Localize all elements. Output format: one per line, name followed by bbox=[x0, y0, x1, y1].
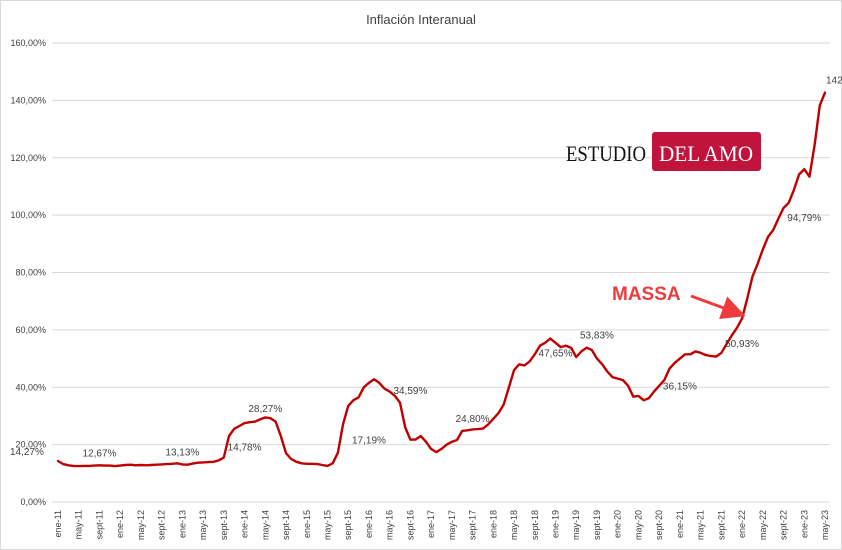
x-tick-label: sept-18 bbox=[530, 510, 540, 540]
y-tick-label: 160,00% bbox=[10, 38, 46, 48]
y-tick-label: 0,00% bbox=[20, 497, 46, 507]
x-tick-label: may-12 bbox=[136, 510, 146, 540]
massa-annotation: MASSA bbox=[612, 284, 746, 320]
data-label: 50,93% bbox=[725, 339, 759, 350]
x-tick-label: ene-21 bbox=[675, 510, 685, 538]
data-label: 17,19% bbox=[352, 436, 386, 447]
inflation-series-line bbox=[56, 91, 827, 468]
x-tick-label: ene-16 bbox=[364, 510, 374, 538]
data-label: 14,78% bbox=[228, 443, 262, 454]
data-label: 13,13% bbox=[165, 447, 199, 458]
x-tick-label: may-14 bbox=[260, 510, 270, 540]
data-label: 12,67% bbox=[82, 449, 116, 460]
x-tick-label: ene-12 bbox=[115, 510, 125, 538]
x-tick-label: sept-15 bbox=[343, 510, 353, 540]
x-tick-label: ene-11 bbox=[53, 510, 63, 537]
x-tick-label: ene-19 bbox=[551, 510, 561, 538]
x-tick-label: ene-13 bbox=[177, 510, 187, 538]
y-tick-label: 80,00% bbox=[15, 268, 46, 278]
logo-text-del-amo: DEL AMO bbox=[659, 141, 753, 166]
data-label: 47,65% bbox=[539, 348, 573, 359]
x-tick-label: ene-14 bbox=[240, 510, 250, 538]
y-tick-label: 40,00% bbox=[15, 382, 46, 392]
y-tick-label: 20,00% bbox=[15, 440, 46, 450]
data-label: 94,79% bbox=[787, 213, 821, 224]
y-axis-ticks: 0,00% 20,00% 40,00% 60,00% 80,00% 100,00% 120,… bbox=[10, 38, 46, 507]
data-labels: 14,27% 12,67% 13,13% 14,78% 28,27% 17,19% 34,5… bbox=[10, 76, 842, 460]
x-tick-label: ene-23 bbox=[799, 510, 809, 538]
x-tick-label: sept-21 bbox=[716, 510, 726, 540]
x-tick-label: sept-11 bbox=[94, 510, 104, 539]
x-tick-label: may-13 bbox=[198, 510, 208, 540]
x-tick-label: sept-23 bbox=[841, 510, 842, 540]
x-tick-label: ene-17 bbox=[426, 510, 436, 538]
data-label: 24,80% bbox=[456, 414, 490, 425]
x-tick-label: may-17 bbox=[447, 510, 457, 540]
x-tick-label: sept-12 bbox=[157, 510, 167, 540]
y-tick-label: 100,00% bbox=[10, 210, 46, 220]
x-tick-label: sept-16 bbox=[405, 510, 415, 540]
data-label: 36,15% bbox=[663, 381, 697, 392]
data-label: 14,27% bbox=[10, 447, 44, 458]
chart-title: Inflación Interanual bbox=[366, 12, 476, 27]
x-tick-label: ene-15 bbox=[302, 510, 312, 538]
x-tick-label: may-19 bbox=[571, 510, 581, 540]
estudio-del-amo-logo: ESTUDIO DEL AMO bbox=[566, 132, 761, 171]
gridlines bbox=[52, 42, 830, 503]
y-tick-label: 120,00% bbox=[10, 153, 46, 163]
x-tick-label: may-16 bbox=[385, 510, 395, 540]
massa-arrow bbox=[690, 294, 746, 320]
x-tick-label: may-22 bbox=[758, 510, 768, 540]
logo-box bbox=[652, 132, 761, 171]
x-tick-label: sept-13 bbox=[219, 510, 229, 540]
x-tick-label: sept-17 bbox=[468, 510, 478, 540]
data-label: 142,66% bbox=[826, 76, 842, 87]
logo-text-estudio: ESTUDIO bbox=[566, 141, 646, 166]
y-tick-label: 140,00% bbox=[10, 95, 46, 105]
data-label: 34,59% bbox=[393, 386, 427, 397]
x-tick-label: may-23 bbox=[820, 510, 830, 540]
x-tick-label: may-11 bbox=[74, 510, 84, 539]
x-tick-label: sept-19 bbox=[592, 510, 602, 540]
x-tick-label: may-20 bbox=[633, 510, 643, 540]
x-tick-label: sept-20 bbox=[654, 510, 664, 540]
massa-label: MASSA bbox=[612, 284, 681, 305]
x-tick-label: ene-18 bbox=[488, 510, 498, 538]
x-tick-label: ene-20 bbox=[613, 510, 623, 538]
x-tick-label: sept-22 bbox=[779, 510, 789, 540]
x-tick-label: may-18 bbox=[509, 510, 519, 540]
x-axis-ticks: ene-11 may-11 sept-11 ene-12 may-12 sept-12 en… bbox=[53, 510, 842, 540]
data-label: 28,27% bbox=[248, 404, 282, 415]
x-tick-label: may-21 bbox=[696, 510, 706, 540]
y-tick-label: 60,00% bbox=[15, 325, 46, 335]
x-tick-label: may-15 bbox=[322, 510, 332, 540]
x-tick-label: ene-22 bbox=[737, 510, 747, 538]
x-tick-label: sept-14 bbox=[281, 510, 291, 540]
data-label: 53,83% bbox=[580, 331, 614, 342]
